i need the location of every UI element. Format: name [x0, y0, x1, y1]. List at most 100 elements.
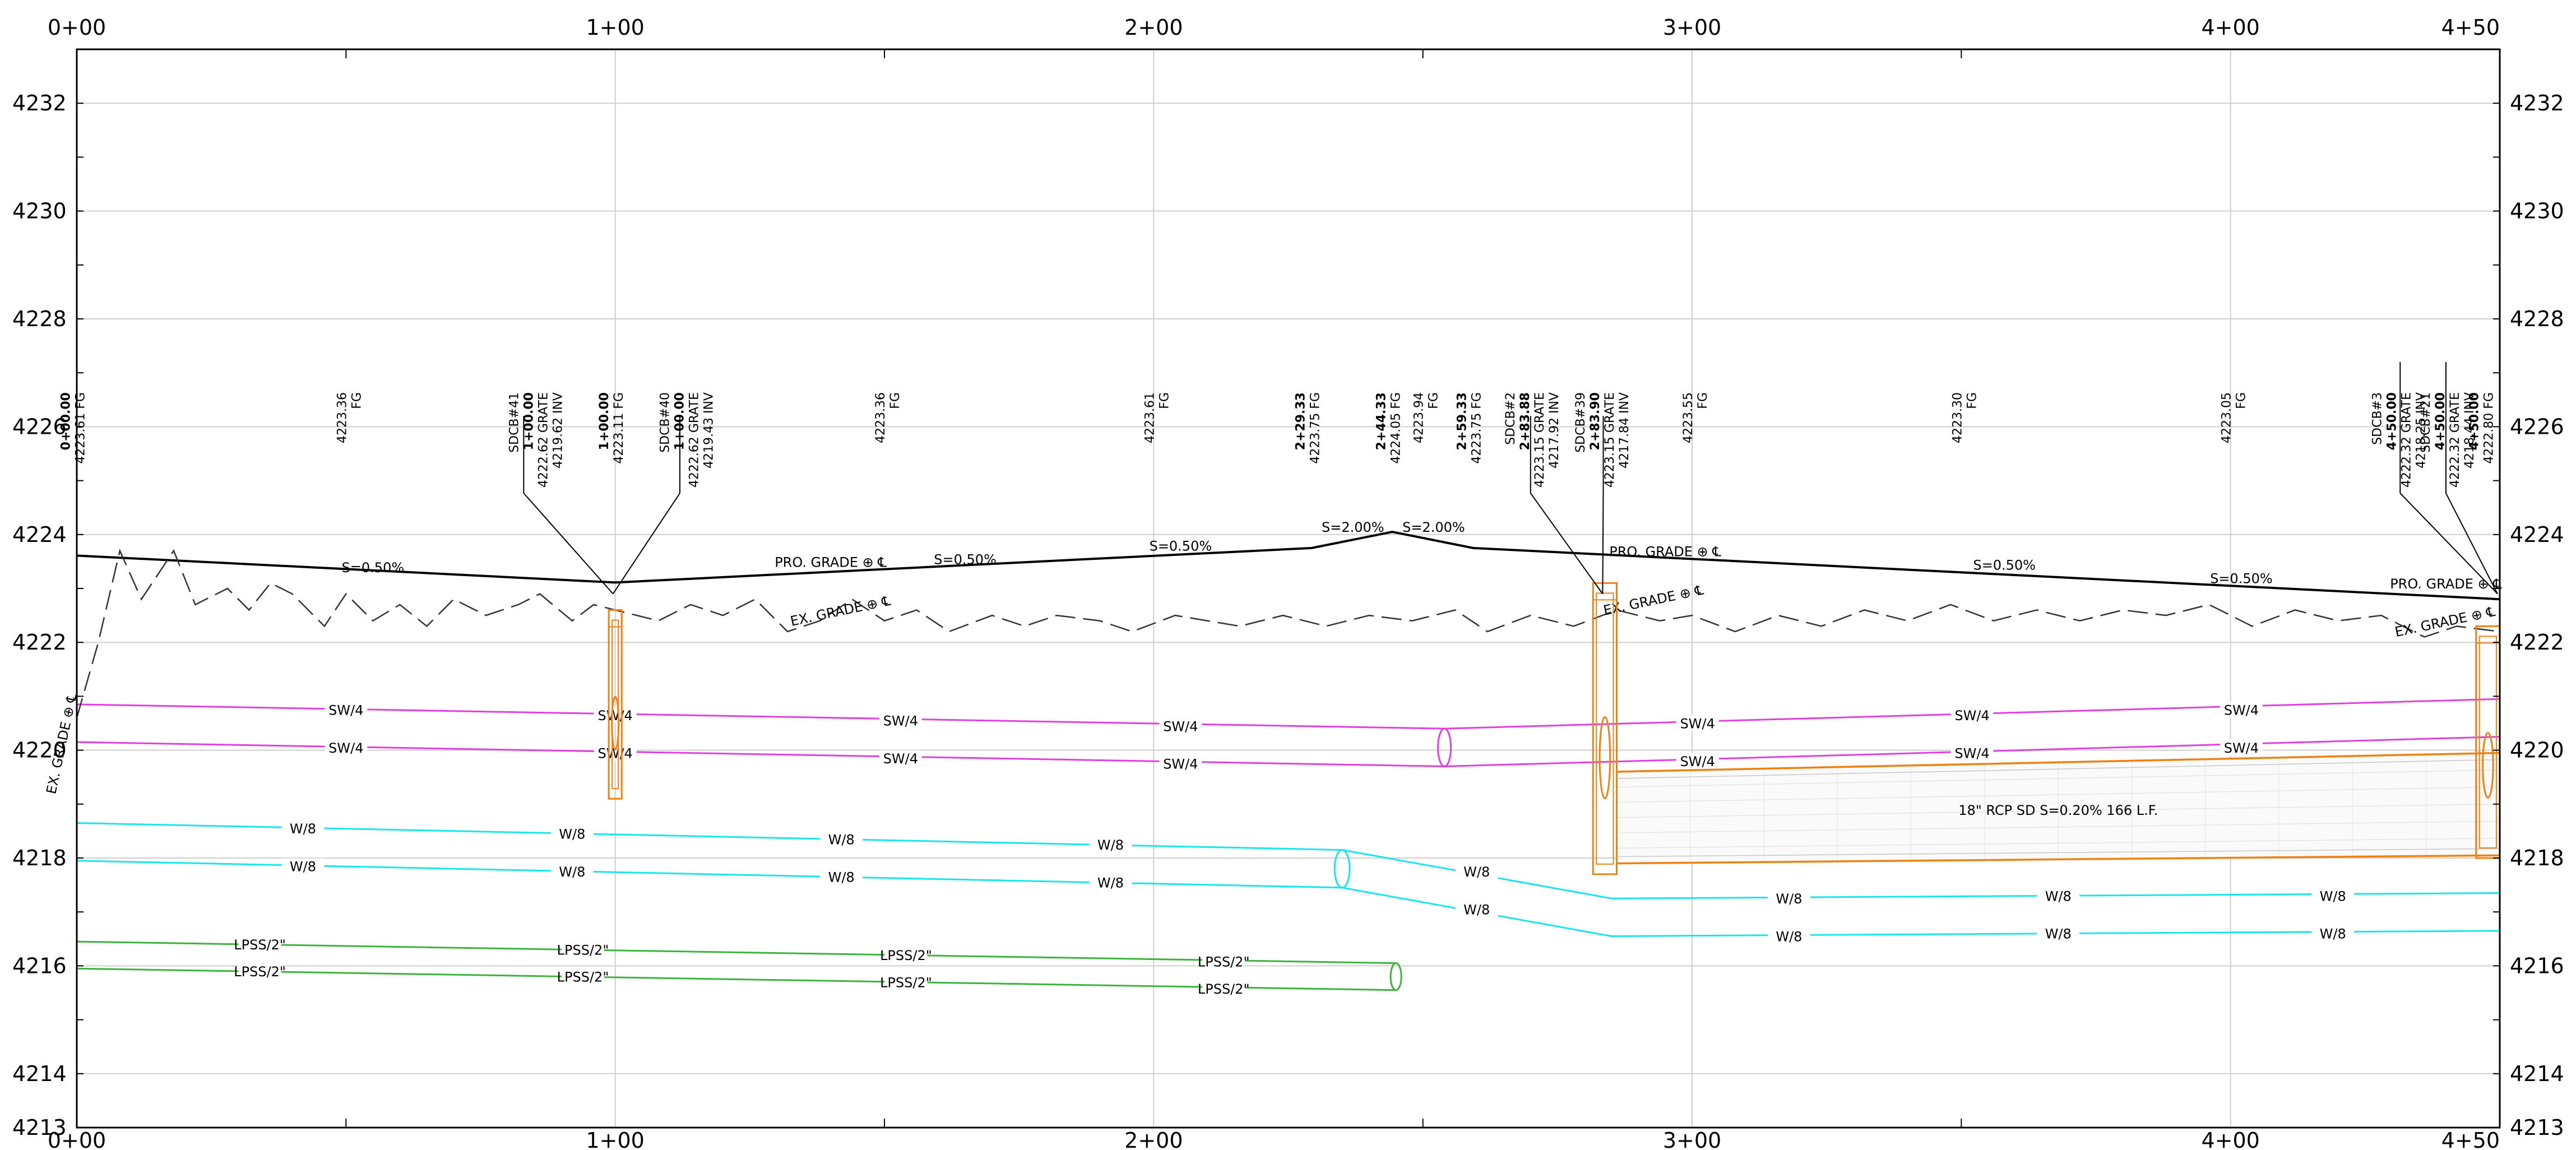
- structure-leader: [523, 493, 614, 595]
- utility-label-mask: [1089, 874, 1132, 891]
- station-annotation: 4219.43 INV: [702, 392, 716, 469]
- utility-label-water: W/8: [1463, 902, 1490, 917]
- slope-label: S=0.50%: [1973, 557, 2036, 573]
- utility-label-sewer: SW/4: [598, 708, 633, 724]
- station-annotation: FG: [1427, 392, 1441, 409]
- utility-label-water: W/8: [559, 864, 585, 880]
- station-annotation: 4+50.00: [2468, 392, 2482, 450]
- storm-pipe-hatch: [1616, 837, 2500, 849]
- elevation-label-right: 4218: [2510, 846, 2564, 870]
- catch-basin-pipe-opening: [2482, 732, 2494, 799]
- elevation-label-left: 4230: [12, 199, 67, 224]
- station-annotation: FG: [350, 392, 364, 409]
- station-annotation: 4217.92 INV: [1548, 392, 1562, 469]
- storm-pipe-hatch: [1616, 804, 2500, 818]
- storm-pipe-hatch: [1616, 786, 2500, 803]
- station-annotation: 4218.25 INV: [2415, 392, 2429, 469]
- catch-basin-outer: [1592, 582, 1618, 875]
- utility-label-lpss: LPSS/2": [1198, 954, 1250, 970]
- station-annotation: 4223.15 GRATE: [1533, 392, 1547, 488]
- utility-label-mask: [562, 942, 605, 958]
- station-annotation: 4218.44 INV: [2463, 392, 2477, 469]
- utility-label-mask: [2220, 702, 2263, 718]
- plot-border: [76, 48, 2501, 1129]
- utility-label-mask: [2220, 739, 2263, 755]
- utility-label-lpss: LPSS/2": [234, 964, 286, 980]
- storm-pipe-hatch: [1616, 820, 2500, 833]
- utility-label-mask: [281, 820, 325, 837]
- utility-label-sewer: SW/4: [883, 751, 918, 767]
- station-annotation: 4223.61 FG: [74, 392, 88, 464]
- station-label-top: 2+00: [1124, 15, 1183, 40]
- pipe-end-sewer: [1437, 727, 1452, 767]
- utility-label-mask: [2311, 925, 2355, 942]
- elevation-label-left: 4232: [12, 91, 67, 115]
- station-annotation: SDCB#3: [2371, 392, 2385, 445]
- utility-label-water: W/8: [1776, 929, 1802, 944]
- utility-label-mask: [1767, 928, 1810, 944]
- utility-label-mask: [820, 831, 863, 847]
- station-annotation: 2+83.88: [1518, 392, 1532, 450]
- axis-layer: 0+00 0+00 1+00 1+00 2+00 2+00 3+00 3+00 4+00 4+00…: [12, 15, 2564, 1150]
- utility-label-mask: [550, 864, 594, 880]
- utility-label-mask: [550, 826, 594, 842]
- utility-label-water: W/8: [828, 870, 855, 885]
- elevation-label-left: 4226: [12, 414, 67, 439]
- station-annotation: 2+44.33: [1374, 392, 1388, 450]
- elevation-label-right: 4224: [2510, 522, 2564, 547]
- station-annotation: 4223.30: [1950, 392, 1965, 443]
- utility-label-mask: [1676, 715, 1719, 731]
- structure-leader: [2445, 493, 2498, 595]
- annotation-layer: 0+00.00 4223.61 FG 4223.36 FG SDCB#41 1+00.00…: [59, 361, 2498, 595]
- proposed-grade-label: PRO. GRADE ⊕ ℄: [775, 555, 887, 571]
- utility-label-lpss: LPSS/2": [557, 943, 609, 958]
- structure-leader: [1602, 493, 1604, 594]
- station-annotation: 4223.15 GRATE: [1603, 392, 1617, 488]
- station-label-bottom: 4+00: [2201, 1128, 2259, 1150]
- proposed-grade-label: PRO. GRADE ⊕ ℄: [2390, 576, 2502, 592]
- utility-label-sewer: SW/4: [883, 713, 918, 729]
- utility-label-mask: [1950, 707, 1994, 724]
- utility-label-sewer: SW/4: [1163, 718, 1198, 734]
- elevation-label-left: 4222: [12, 630, 67, 655]
- station-annotation: 4+50.00: [2385, 392, 2399, 450]
- station-annotation: 4222.62 GRATE: [688, 392, 702, 488]
- elevation-label-right: 4226: [2510, 414, 2564, 439]
- catch-basin-outer: [608, 609, 623, 800]
- station-annotation: SDCB#2: [1504, 392, 1518, 445]
- elevation-label-right: 4220: [2510, 738, 2564, 763]
- station-annotation: SDCB#21: [2419, 392, 2433, 453]
- utility-line-lpss: [76, 967, 1396, 991]
- catch-basin-pipe-opening: [611, 695, 620, 751]
- utility-label-water: W/8: [828, 832, 855, 847]
- station-annotation: 4223.75 FG: [1308, 392, 1322, 464]
- elevation-label-right: 4214: [2510, 1061, 2564, 1086]
- storm-pipe-crown: [1616, 752, 2500, 773]
- slope-label: S=0.50%: [934, 552, 997, 568]
- grid-layer: [76, 49, 2500, 1128]
- proposed-grade-line: [76, 530, 2500, 601]
- catch-basin-inner: [1596, 592, 1614, 865]
- station-annotation: 4224.05 FG: [1389, 392, 1403, 464]
- utility-label-mask: [879, 750, 922, 767]
- utility-label-lpss: LPSS/2": [1198, 981, 1250, 997]
- utility-label-sewer: SW/4: [328, 740, 363, 756]
- utility-label-water: W/8: [290, 859, 316, 874]
- utility-line-lpss: [76, 940, 1396, 964]
- slope-label: S=0.50%: [1150, 539, 1212, 554]
- station-annotation: FG: [1696, 392, 1710, 409]
- utility-label-mask: [879, 712, 922, 729]
- proposed-grade-label: PRO. GRADE ⊕ ℄: [1609, 544, 1721, 559]
- elevation-label-right: 4213: [2510, 1115, 2564, 1140]
- utility-label-sewer: SW/4: [2224, 740, 2259, 756]
- existing-grade-line: [76, 548, 2500, 718]
- station-annotation: 4222.32 GRATE: [2448, 392, 2462, 488]
- station-label-top: 4+50: [2441, 15, 2500, 40]
- station-annotation: 4217.84 INV: [1618, 392, 1632, 469]
- slope-label: S=2.00%: [1322, 520, 1384, 535]
- station-annotation: FG: [888, 392, 902, 409]
- utility-label-mask: [2037, 925, 2080, 942]
- utility-label-water: W/8: [290, 821, 316, 837]
- station-label-bottom: 2+00: [1124, 1128, 1183, 1150]
